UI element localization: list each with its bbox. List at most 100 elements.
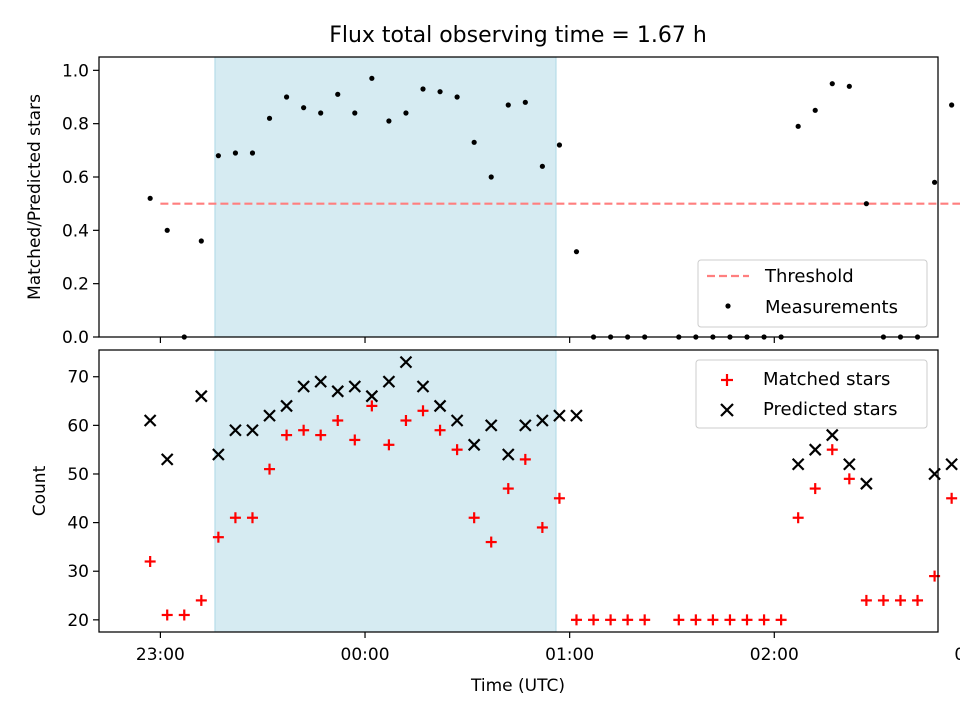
y-tick-label: 60	[67, 416, 89, 436]
bottom-y-axis-label: Count	[30, 465, 50, 516]
y-tick-label: 0.6	[62, 168, 89, 188]
measurement-point	[335, 91, 341, 97]
legend-threshold-label: Threshold	[764, 266, 854, 287]
measurement-point	[420, 86, 426, 92]
measurement-point	[403, 110, 409, 116]
matched-star-point	[605, 614, 617, 626]
measurement-point	[301, 105, 307, 111]
matched-star-point	[519, 453, 531, 465]
legend-predicted-swatch	[720, 403, 734, 417]
bottom-panel-frame	[98, 349, 939, 633]
matched-star-point	[860, 594, 872, 606]
measurement-point	[556, 142, 563, 148]
matched-star-point	[298, 424, 310, 436]
matched-star-point	[553, 492, 565, 504]
matched-star-point	[588, 614, 600, 626]
matched-star-point	[775, 614, 787, 626]
measurement-point	[249, 150, 256, 156]
matched-star-point	[383, 439, 395, 451]
y-tick-label: 0.2	[62, 275, 89, 295]
measurement-point	[846, 83, 852, 89]
predicted-star-point	[416, 380, 430, 393]
matched-star-point	[502, 483, 514, 495]
matched-star-point	[161, 609, 173, 621]
predicted-star-point	[212, 448, 225, 461]
matched-star-point	[417, 405, 429, 417]
matched-star-point	[673, 614, 685, 626]
x-tick-label: 23:00	[136, 645, 185, 665]
matched-star-point	[570, 614, 582, 626]
y-tick-label: 40	[67, 514, 89, 534]
bottom-panel: 20 30 40 50 60 70 23:00 00:00 01:00 02:00 03:00 C…	[30, 349, 960, 696]
measurement-point	[812, 107, 818, 113]
measurement-point	[164, 227, 170, 233]
predicted-star-point	[229, 423, 242, 437]
legend-measurements-swatch	[725, 303, 731, 309]
matched-star-point	[690, 614, 702, 626]
measurement-point	[266, 115, 273, 121]
y-tick-label: 0.0	[62, 328, 89, 348]
predicted-star-point	[467, 438, 481, 452]
x-tick-label: 01:00	[545, 645, 594, 665]
matched-star-point	[741, 614, 753, 626]
matched-star-point	[229, 512, 241, 524]
predicted-star-point	[536, 414, 549, 427]
observing-window-shade	[214, 349, 557, 633]
y-tick-label: 1.0	[62, 61, 89, 81]
y-tick-label: 30	[67, 562, 89, 582]
legend-matched-swatch	[721, 374, 733, 386]
measurement-point	[352, 110, 358, 116]
measurement-point	[505, 102, 511, 108]
measurement-point	[437, 89, 443, 95]
matched-star-point	[434, 424, 446, 436]
matched-star-point	[946, 492, 958, 504]
predicted-star-point	[297, 380, 310, 393]
predicted-star-point	[791, 457, 805, 471]
top-panel-frame	[98, 56, 939, 338]
bottom-legend: Matched stars Predicted stars	[695, 359, 928, 429]
matched-star-point	[332, 415, 344, 426]
legend-predicted-label: Predicted stars	[763, 399, 897, 420]
predicted-star-point	[501, 448, 515, 461]
matched-star-point	[639, 614, 651, 626]
y-tick-label: 50	[67, 465, 89, 485]
predicted-star-point	[825, 428, 839, 442]
measurement-point	[539, 163, 545, 169]
matched-star-point	[468, 512, 480, 524]
legend-measurements-label: Measurements	[765, 297, 898, 318]
predicted-star-point	[314, 375, 327, 388]
predicted-star-point	[143, 414, 157, 427]
predicted-star-point	[160, 453, 174, 466]
measurement-point	[829, 81, 835, 87]
y-tick-label: 20	[67, 611, 89, 631]
y-tick-label: 0.4	[62, 221, 89, 241]
predicted-star-point	[570, 409, 583, 422]
measurement-point	[931, 179, 938, 185]
matched-star-point	[144, 556, 156, 567]
matched-star-point	[877, 594, 889, 606]
matched-star-point	[366, 400, 378, 412]
y-tick-label: 70	[67, 368, 89, 388]
measurement-point	[232, 150, 239, 156]
matched-star-point	[809, 483, 821, 495]
predicted-star-point	[843, 457, 856, 471]
measurement-point	[147, 195, 153, 201]
observing-window-shade	[214, 56, 557, 338]
predicted-star-point	[484, 419, 498, 432]
y-tick-label: 0.8	[62, 115, 89, 135]
predicted-star-point	[263, 409, 276, 422]
matched-star-point	[400, 415, 412, 426]
measurement-point	[198, 238, 204, 244]
predicted-star-point	[331, 385, 345, 398]
matched-star-point	[264, 463, 276, 475]
measurement-point	[573, 249, 580, 255]
predicted-star-point	[860, 477, 873, 490]
matched-star-point	[894, 594, 906, 606]
predicted-star-point	[808, 443, 822, 456]
predicted-star-point	[382, 375, 396, 388]
matched-star-point	[792, 512, 804, 524]
measurement-point	[795, 123, 801, 129]
top-panel: 0.0 0.2 0.4 0.6 0.8 1.0 Matched/Predicted sta…	[25, 56, 960, 348]
matched-star-point	[724, 614, 736, 626]
